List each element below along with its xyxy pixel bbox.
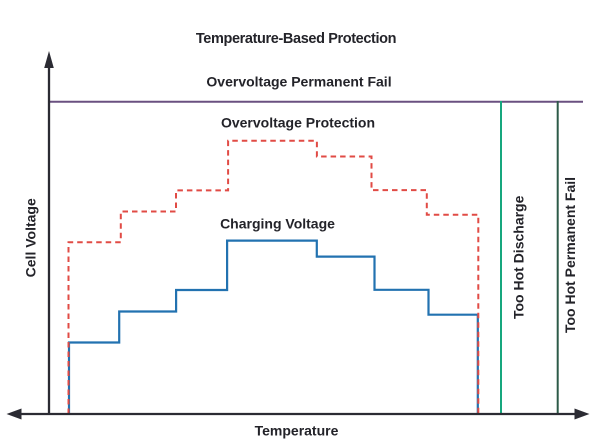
svg-text:Cell Voltage: Cell Voltage [23,198,39,277]
svg-text:Too Hot Permanent Fail: Too Hot Permanent Fail [562,177,578,333]
svg-text:Overvoltage Protection: Overvoltage Protection [221,115,375,131]
svg-text:Overvoltage Permanent Fail: Overvoltage Permanent Fail [206,74,391,90]
svg-text:Temperature: Temperature [255,423,339,439]
svg-text:Temperature-Based Protection: Temperature-Based Protection [196,31,396,47]
svg-text:Charging Voltage: Charging Voltage [220,216,335,232]
svg-text:Too Hot Discharge: Too Hot Discharge [511,195,527,319]
